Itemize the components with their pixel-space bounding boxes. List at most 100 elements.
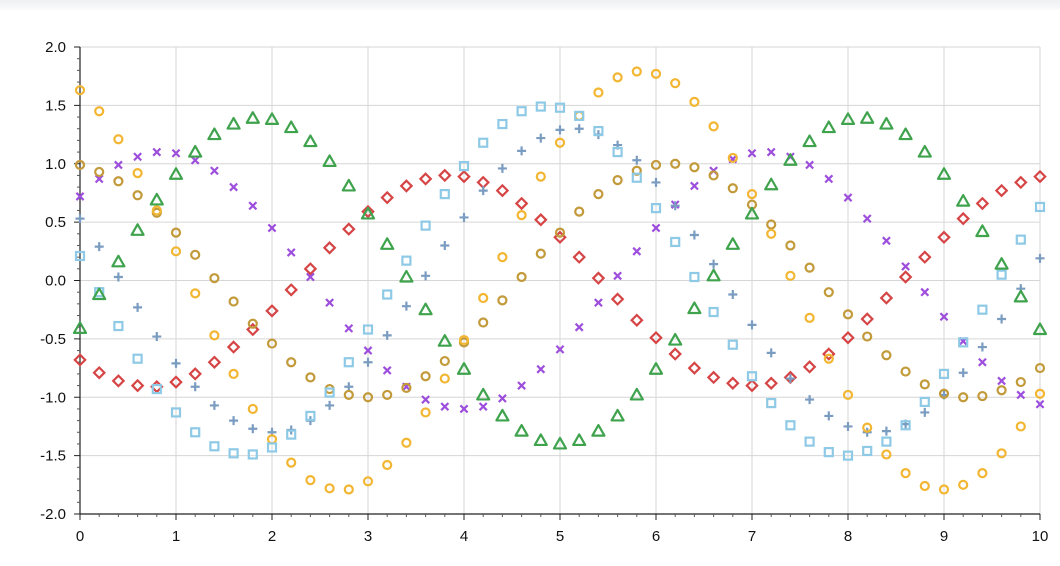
- data-point: [938, 388, 950, 399]
- data-point: [168, 167, 184, 180]
- data-point: [687, 361, 702, 375]
- data-point: [421, 271, 431, 281]
- data-point: [1032, 322, 1048, 336]
- data-point: [151, 383, 162, 395]
- data-point: [324, 387, 335, 398]
- data-point: [284, 120, 299, 134]
- data-point: [228, 448, 239, 459]
- data-point: [956, 194, 971, 207]
- data-point: [862, 422, 873, 433]
- data-point: [687, 301, 702, 315]
- data-point: [439, 189, 450, 200]
- data-point: [612, 146, 623, 158]
- data-point: [882, 236, 891, 246]
- data-point: [823, 447, 834, 458]
- data-point: [170, 407, 182, 418]
- data-point: [322, 241, 337, 255]
- data-point: [325, 298, 334, 308]
- data-point: [439, 373, 450, 384]
- data-point: [709, 259, 719, 269]
- data-point: [574, 322, 584, 332]
- x-tick-label: 8: [844, 528, 852, 545]
- data-point: [727, 339, 738, 350]
- data-point: [536, 133, 546, 143]
- data-point: [401, 382, 412, 394]
- data-point: [343, 484, 354, 495]
- data-point: [937, 230, 951, 245]
- data-point: [535, 101, 546, 112]
- data-point: [650, 68, 662, 79]
- data-point: [535, 171, 546, 182]
- data-point: [1033, 169, 1047, 184]
- data-point: [209, 273, 220, 284]
- data-point: [978, 357, 987, 367]
- data-point: [593, 189, 604, 200]
- data-point: [805, 395, 815, 405]
- data-point: [555, 125, 565, 135]
- data-point: [303, 134, 318, 148]
- data-point: [977, 390, 988, 402]
- data-point: [938, 368, 950, 379]
- data-point: [343, 389, 354, 401]
- x-tick-label: 9: [940, 528, 948, 545]
- data-point: [170, 227, 182, 238]
- data-point: [727, 183, 738, 194]
- x-tick-label: 1: [172, 528, 180, 545]
- data-point: [322, 154, 337, 168]
- data-point: [766, 228, 777, 239]
- data-point: [382, 330, 392, 340]
- data-point: [708, 121, 719, 132]
- data-point: [555, 345, 565, 354]
- data-point: [823, 353, 834, 364]
- data-point: [706, 268, 721, 282]
- data-point: [514, 424, 529, 437]
- y-tick-label: -2.0: [40, 506, 66, 523]
- data-point: [862, 331, 873, 342]
- x-tick-label: 5: [556, 528, 564, 545]
- data-point: [879, 116, 894, 130]
- data-point: [92, 365, 106, 380]
- data-point: [746, 189, 758, 200]
- data-point: [401, 301, 411, 311]
- data-point: [420, 407, 431, 418]
- data-point: [247, 449, 258, 460]
- data-point: [842, 450, 854, 461]
- data-point: [572, 250, 586, 264]
- data-point: [228, 296, 239, 307]
- data-point: [458, 334, 470, 346]
- x-tick-label: 0: [76, 528, 84, 545]
- data-point: [766, 219, 777, 230]
- data-point: [552, 436, 568, 450]
- data-point: [169, 375, 183, 389]
- data-point: [130, 378, 145, 393]
- data-point: [210, 166, 219, 176]
- data-point: [612, 72, 623, 83]
- data-point: [958, 337, 969, 348]
- data-point: [495, 408, 510, 422]
- data-point: [746, 371, 758, 382]
- data-point: [632, 155, 642, 165]
- data-point: [536, 364, 546, 374]
- data-point: [862, 214, 872, 224]
- data-point: [725, 237, 740, 250]
- data-point: [919, 396, 930, 408]
- data-point: [629, 387, 644, 401]
- x-tick-label: 6: [652, 528, 660, 545]
- data-point: [630, 313, 644, 327]
- data-point: [188, 144, 203, 158]
- data-point: [745, 378, 759, 393]
- data-point: [170, 246, 182, 257]
- data-point: [841, 330, 855, 345]
- data-point: [821, 120, 836, 134]
- data-point: [958, 368, 968, 378]
- data-point: [766, 147, 776, 157]
- data-point: [516, 210, 527, 221]
- data-point: [246, 322, 260, 337]
- data-point: [248, 424, 258, 434]
- data-point: [727, 152, 738, 164]
- data-point: [228, 368, 239, 379]
- data-point: [670, 78, 681, 89]
- data-point: [459, 212, 469, 222]
- data-point: [438, 168, 452, 183]
